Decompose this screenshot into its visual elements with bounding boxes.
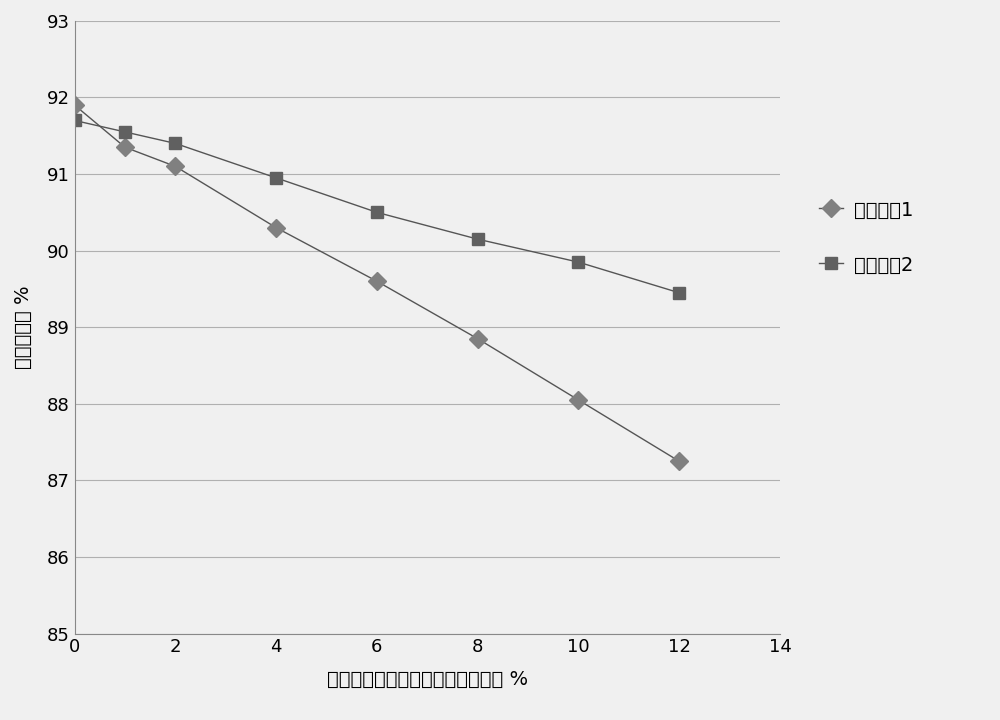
变温工况2 [270,174,282,182]
Y-axis label: 中压缸效率 %: 中压缸效率 % [14,285,33,369]
变温工况2 [119,127,131,136]
变温工况2 [69,116,81,125]
变温工况1 [270,223,282,232]
变温工况1 [673,457,685,466]
变温工况1 [472,334,484,343]
Line: 变温工况1: 变温工况1 [68,99,685,467]
变温工况2 [169,139,181,148]
Line: 变温工况2: 变温工况2 [68,114,685,299]
变温工况2 [371,208,383,217]
变温工况2 [472,235,484,243]
变温工况1 [69,101,81,109]
变温工况1 [371,277,383,286]
Legend: 变温工况1, 变温工况2: 变温工况1, 变温工况2 [804,184,929,291]
X-axis label: 高中压轴封漏汽量占主汽流量比例 %: 高中压轴封漏汽量占主汽流量比例 % [327,670,528,689]
变温工况1 [169,162,181,171]
变温工况1 [572,396,584,405]
变温工况2 [572,258,584,266]
变温工况1 [119,143,131,152]
变温工况2 [673,289,685,297]
